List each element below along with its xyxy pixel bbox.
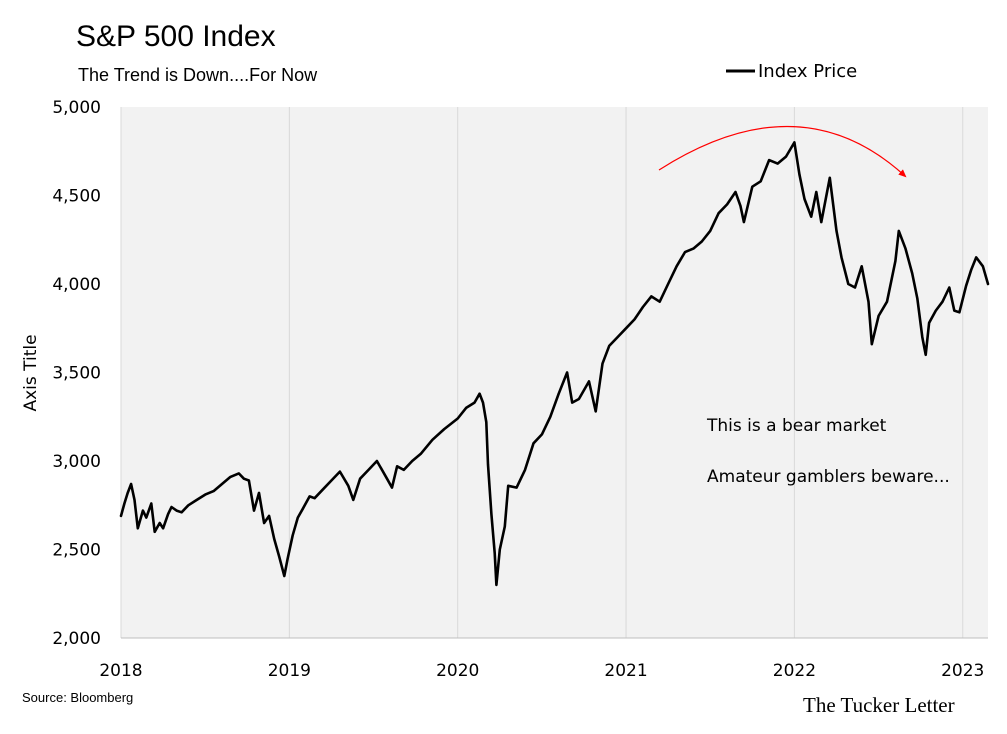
legend-label-index-price: Index Price (758, 61, 857, 82)
plot-area (121, 107, 988, 638)
vertical-gridlines (120, 107, 964, 638)
source-note: Source: Bloomberg (22, 690, 133, 705)
y-tick-label: 4,000 (52, 275, 101, 295)
chart-subtitle: The Trend is Down....For Now (78, 65, 318, 85)
annotation-gamblers: Amateur gamblers beware... (707, 467, 950, 487)
x-tick-label: 2019 (268, 661, 311, 681)
y-axis-title: Axis Title (21, 334, 41, 411)
chart-title: S&P 500 Index (76, 20, 276, 53)
x-tick-label: 2021 (604, 661, 647, 681)
annotation-bear-market: This is a bear market (706, 416, 887, 436)
series-line-index-price (119, 141, 990, 587)
axes: 2018 2019 2020 2021 2022 2023 2,000 2,500 3,000 3… (52, 98, 988, 681)
y-tick-label: 3,000 (52, 452, 101, 472)
x-tick-label: 2018 (99, 661, 142, 681)
brand-signature: The Tucker Letter (803, 693, 955, 717)
x-tick-label: 2022 (773, 661, 816, 681)
x-tick-label: 2023 (941, 661, 984, 681)
y-tick-label: 5,000 (52, 98, 101, 118)
trend-arrow (658, 125, 907, 178)
x-tick-label: 2020 (436, 661, 479, 681)
y-tick-label: 2,500 (52, 541, 101, 561)
legend: Index Price (726, 61, 857, 82)
y-tick-label: 2,000 (52, 629, 101, 649)
series-layer (119, 141, 990, 587)
y-tick-label: 4,500 (52, 187, 101, 207)
y-tick-label: 3,500 (52, 364, 101, 384)
